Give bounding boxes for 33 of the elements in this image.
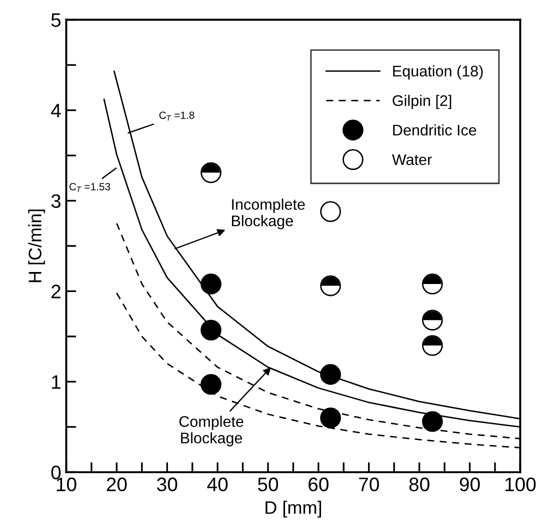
annotation: Complete Blockage (179, 416, 244, 446)
legend-label: Equation (18) (393, 65, 483, 80)
x-tick-label: 90 (460, 478, 480, 492)
x-tick-label: 40 (207, 478, 228, 492)
annotation: C$_{T}$ =1.53 (69, 182, 110, 192)
annotation: C$_{T}$ =1.8 (159, 112, 194, 121)
point (320, 201, 341, 222)
point (200, 374, 222, 395)
y-tick-label: 1 (52, 375, 60, 389)
x-tick-label: 60 (308, 478, 328, 492)
y-axis-title: H [C/min] (28, 210, 46, 282)
x-tick-label: 80 (409, 478, 430, 492)
point (200, 320, 222, 341)
y-tick-label: 0 (51, 466, 61, 480)
x-tick-label: 70 (359, 478, 379, 492)
x-axis-title: D [mm] (266, 500, 322, 518)
point (200, 274, 222, 294)
legend-label: Dendritic Ice (393, 124, 476, 136)
y-tick-label: 2 (52, 284, 60, 298)
y-tick-label: 5 (51, 13, 61, 27)
point (320, 364, 341, 385)
x-tick-label: 20 (106, 478, 127, 492)
y-tick-label: 4 (51, 104, 61, 118)
legend-label: Water (392, 154, 432, 166)
annotation: Incomplete Blockage (232, 198, 305, 230)
y-tick-label: 3 (51, 194, 61, 208)
point (320, 407, 341, 428)
x-tick-label: 30 (157, 478, 178, 492)
point (422, 411, 443, 432)
x-tick-label: 50 (258, 478, 278, 492)
legend-label: Gilpin [2] (392, 94, 452, 110)
x-tick-label: 100 (505, 478, 536, 492)
x-tick-label: 10 (56, 478, 76, 492)
